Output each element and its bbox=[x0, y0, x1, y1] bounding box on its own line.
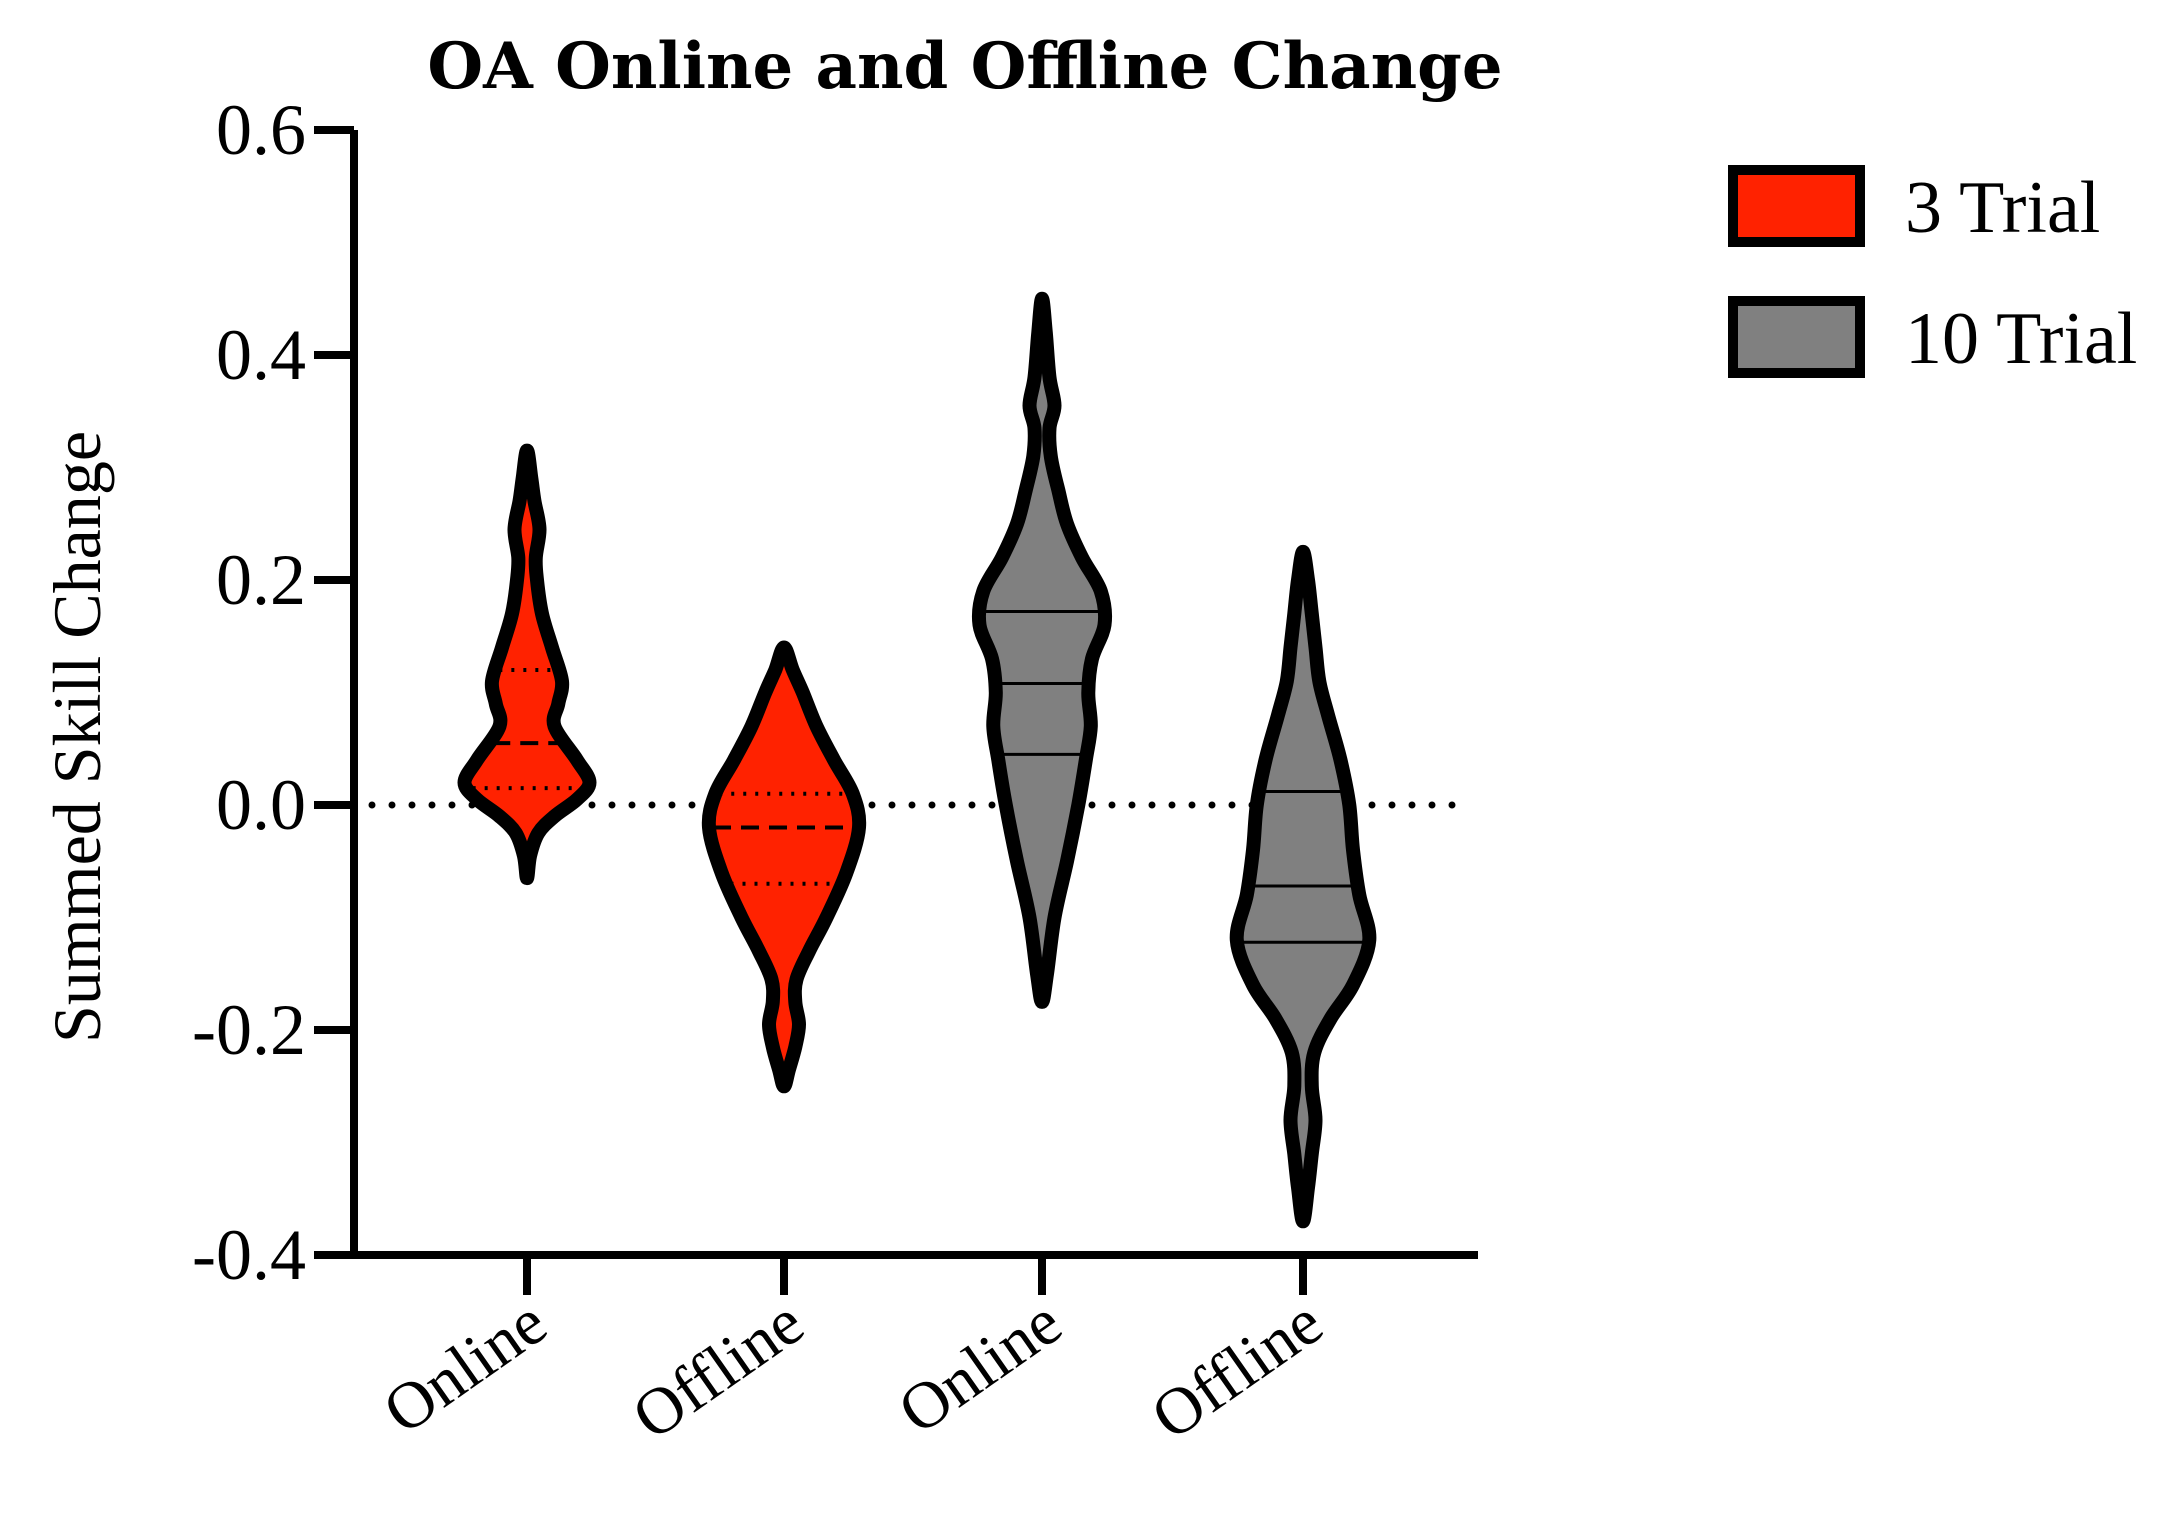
legend-label: 3 Trial bbox=[1905, 167, 2100, 249]
violin-3-trial-offline bbox=[701, 640, 867, 1094]
y-tick-label: -0.4 bbox=[192, 1215, 306, 1295]
legend-swatch-3-trial bbox=[1728, 165, 1865, 247]
x-category-label: Offline bbox=[1139, 1285, 1336, 1453]
violin-body bbox=[971, 291, 1113, 1009]
legend: 3 Trial 10 Trial bbox=[1728, 165, 2137, 380]
x-category-label: Online bbox=[886, 1285, 1075, 1448]
plot-area: -0.4 -0.2 0.0 0.2 0.4 0.6 Online Offline Online O… bbox=[192, 90, 1478, 1454]
violin-3-trial-online bbox=[457, 443, 597, 886]
chart-title: OA Online and Offline Change bbox=[427, 29, 1502, 104]
y-axis-label: Summed Skill Change bbox=[39, 431, 115, 1043]
y-tick-label: 0.4 bbox=[216, 315, 306, 395]
y-tick-label: 0.2 bbox=[216, 540, 306, 620]
violin-body bbox=[701, 640, 867, 1094]
y-tick-label: 0.6 bbox=[216, 90, 306, 170]
violin-10-trial-offline bbox=[1229, 544, 1377, 1229]
legend-label: 10 Trial bbox=[1905, 298, 2137, 380]
x-category-label: Offline bbox=[620, 1285, 817, 1453]
y-tick-label: 0.0 bbox=[216, 765, 306, 845]
x-category-label: Online bbox=[371, 1285, 560, 1448]
y-tick-label: -0.2 bbox=[192, 990, 306, 1070]
legend-swatch-10-trial bbox=[1728, 296, 1865, 378]
violin-10-trial-online bbox=[971, 291, 1113, 1009]
violin-body bbox=[457, 443, 597, 886]
